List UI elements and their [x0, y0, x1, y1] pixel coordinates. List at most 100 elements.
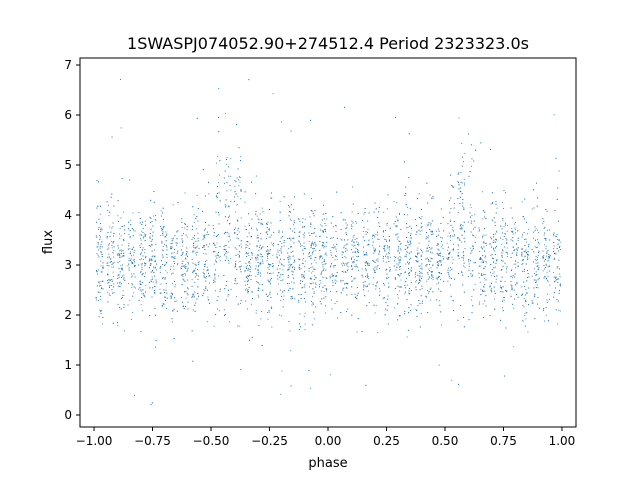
data-point: [272, 265, 274, 267]
data-point: [107, 248, 109, 250]
data-point: [345, 250, 346, 252]
data-point: [107, 232, 109, 233]
data-point: [174, 301, 176, 302]
data-point: [495, 201, 497, 202]
data-point: [324, 223, 326, 224]
data-point: [340, 312, 342, 313]
data-point: [468, 319, 470, 321]
data-point: [119, 306, 121, 308]
data-point: [288, 269, 290, 271]
data-point: [245, 253, 247, 254]
data-point: [271, 234, 273, 236]
data-point: [545, 209, 547, 210]
data-point: [420, 227, 422, 229]
data-point: [267, 233, 268, 235]
data-point: [152, 231, 154, 233]
data-point: [166, 308, 167, 309]
data-point: [267, 300, 269, 301]
data-point: [214, 244, 216, 246]
data-point: [428, 247, 430, 248]
data-point: [352, 262, 354, 264]
data-point: [255, 193, 257, 195]
data-point: [239, 176, 240, 178]
data-point: [287, 259, 289, 261]
data-point: [386, 253, 388, 255]
data-point: [351, 265, 352, 267]
data-point: [228, 216, 229, 218]
data-point: [358, 242, 359, 244]
data-point: [494, 266, 496, 268]
data-point: [118, 276, 120, 278]
data-point: [460, 181, 462, 183]
data-point: [342, 287, 344, 289]
data-point: [522, 304, 524, 306]
data-point: [410, 237, 412, 239]
data-point: [140, 331, 142, 332]
data-point: [432, 230, 433, 232]
data-point: [193, 243, 194, 245]
data-point: [343, 245, 345, 247]
data-point: [312, 248, 314, 249]
data-point: [213, 325, 215, 327]
data-point: [451, 379, 453, 381]
data-point: [153, 272, 155, 273]
data-point: [418, 193, 420, 195]
data-point: [450, 295, 452, 297]
data-point: [421, 276, 423, 278]
data-point: [558, 259, 560, 261]
data-point: [174, 235, 176, 237]
data-point: [121, 226, 123, 227]
data-point: [405, 254, 407, 256]
data-point: [483, 290, 484, 292]
data-point: [514, 249, 516, 251]
data-point: [180, 254, 182, 256]
data-point: [516, 243, 517, 245]
data-point: [101, 323, 103, 325]
data-point: [388, 236, 390, 238]
data-point: [291, 270, 293, 272]
data-point: [111, 266, 113, 268]
data-point: [354, 293, 356, 295]
data-point: [301, 262, 303, 264]
data-point: [276, 257, 278, 259]
data-point: [279, 250, 281, 252]
data-point: [96, 271, 98, 273]
data-point: [303, 286, 305, 288]
data-point: [266, 250, 267, 252]
data-point: [407, 240, 409, 242]
data-point: [323, 247, 325, 249]
data-point: [205, 280, 207, 282]
data-point: [344, 219, 346, 221]
data-point: [299, 264, 300, 266]
data-point: [269, 229, 270, 231]
data-point: [239, 256, 240, 258]
data-point: [373, 269, 375, 271]
data-point: [99, 309, 101, 311]
data-point: [393, 201, 395, 203]
data-point: [553, 242, 555, 243]
data-point: [96, 246, 98, 248]
data-point: [281, 264, 283, 266]
data-point: [357, 213, 359, 214]
data-point: [334, 265, 336, 266]
data-point: [269, 293, 271, 295]
data-point: [193, 247, 195, 248]
data-point: [321, 271, 322, 273]
data-point: [302, 233, 304, 235]
data-point: [324, 285, 326, 286]
data-point: [149, 260, 151, 261]
data-point: [271, 326, 273, 328]
data-point: [298, 258, 300, 260]
data-point: [372, 237, 374, 239]
data-point: [290, 264, 292, 265]
data-point: [128, 283, 130, 284]
data-point: [346, 224, 348, 226]
data-point: [345, 222, 347, 224]
data-point: [249, 265, 251, 267]
data-point: [407, 214, 409, 216]
data-point: [419, 217, 420, 219]
data-point: [172, 272, 174, 274]
data-point: [323, 230, 324, 232]
data-point: [185, 257, 186, 259]
data-point: [323, 268, 325, 270]
